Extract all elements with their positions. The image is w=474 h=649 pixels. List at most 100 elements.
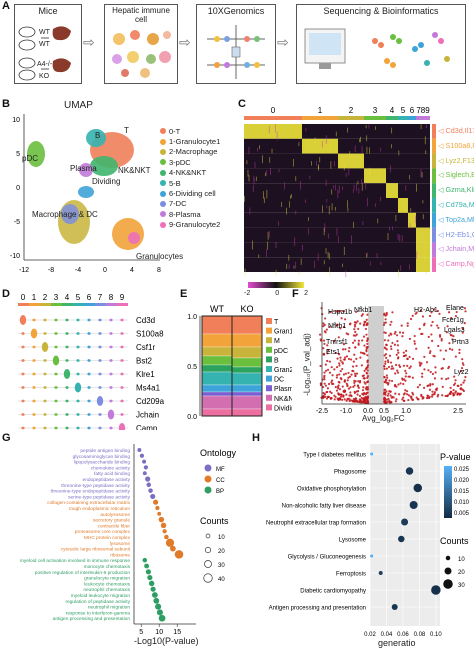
go-dot	[155, 505, 160, 511]
bar-legend-label: B	[274, 357, 279, 364]
heatmap-cell	[330, 161, 332, 169]
volcano-point	[410, 397, 413, 400]
bar-legend-label: NK&NKT	[274, 396, 292, 403]
umap-label-gran: Granulocytes	[136, 252, 184, 261]
bar-segment	[201, 355, 233, 366]
gene-name: Cd79a,Ms4a1	[445, 199, 474, 209]
volcano-point	[411, 314, 414, 317]
kegg-dot	[405, 467, 414, 475]
umap-x-tick: 8	[157, 267, 161, 274]
volcano-point	[418, 361, 421, 364]
bar-segment	[201, 391, 233, 397]
go-term-label: autolysosome	[100, 512, 130, 518]
go-dot	[164, 534, 169, 540]
volcano-point	[329, 390, 332, 393]
bar-segment	[231, 346, 263, 359]
violin-shape	[21, 413, 25, 416]
volcano-point	[353, 390, 356, 393]
volcano-point	[322, 339, 326, 342]
violin-shape	[52, 355, 60, 366]
volcano-point	[384, 321, 387, 324]
volcano-point	[347, 350, 351, 353]
kegg-dotplot: Type I diabetes mellitus Phagosome Oxidati…	[266, 444, 471, 638]
volcano-point	[459, 387, 462, 390]
heatmap-cluster-segment	[338, 116, 364, 120]
volcano-point	[340, 395, 343, 398]
heatmap-block	[398, 153, 408, 169]
heatmap-block	[338, 138, 364, 154]
mouse-icon	[18, 39, 36, 51]
heatmap-cell	[409, 174, 411, 180]
umap-legend-item: 9-Granulocyte2	[160, 220, 240, 230]
violin-shape	[87, 345, 91, 349]
volcano-point	[343, 318, 347, 321]
volcano-xlabel: Avg_log₂FC	[362, 414, 405, 423]
heatmap-cell	[342, 263, 344, 268]
heatmap-block	[364, 168, 386, 184]
violin-cluster-color	[84, 303, 95, 306]
volcano-point	[444, 349, 448, 352]
volcano-point	[363, 369, 366, 372]
heatmap-cell	[398, 269, 399, 278]
legend-label: 9-Granulocyte2	[169, 220, 221, 230]
heatmap-cell	[415, 215, 416, 224]
volcano-plot: -2.5 -1.0 0.0 0.5 1.0 2.5 Hspa1b Nfkb1 H2-Ab1 El…	[316, 302, 469, 415]
volcano-point	[441, 394, 444, 397]
heatmap-block	[364, 257, 386, 272]
volcano-point	[434, 366, 437, 369]
heatmap-gene-label: ◁ Camp,Ngp	[438, 257, 474, 272]
volcano-point	[366, 376, 369, 379]
volcano-point	[446, 325, 449, 328]
volcano-point	[330, 366, 333, 369]
volcano-point	[384, 401, 387, 404]
heatmap-cell	[409, 223, 411, 229]
volcano-point	[392, 396, 395, 399]
volcano-point	[387, 365, 391, 369]
volcano-point	[336, 357, 339, 360]
violin-cluster-label: 9	[120, 293, 125, 302]
volcano-point	[436, 309, 439, 313]
volcano-point	[402, 399, 405, 402]
heatmap-cell	[403, 198, 405, 207]
volcano-point	[395, 334, 399, 337]
volcano-point	[428, 388, 432, 391]
heatmap-cell	[389, 226, 390, 231]
heatmap-cell	[326, 205, 328, 209]
go-term-label: neutrophil chemotaxis	[83, 587, 130, 593]
volcano-point	[404, 389, 407, 392]
heatmap-cell	[263, 197, 265, 203]
violin-shape	[87, 426, 91, 430]
volcano-gene-label: Ets1	[326, 349, 340, 356]
volcano-point	[333, 398, 336, 401]
bar-category-label: KO	[240, 304, 253, 314]
go-ontology-label: MF	[216, 467, 225, 473]
volcano-point	[325, 397, 329, 400]
go-dot	[137, 448, 142, 452]
volcano-point	[383, 365, 386, 368]
volcano-point	[433, 377, 437, 380]
go-term-label: proteasome core complex	[75, 529, 131, 535]
heatmap-cell	[334, 184, 336, 191]
heatmap-cell	[271, 148, 273, 154]
go-count-dot	[204, 546, 212, 554]
volcano-point	[431, 320, 434, 324]
volcano-point	[366, 369, 369, 372]
volcano-point	[450, 316, 453, 320]
volcano-point	[366, 388, 369, 391]
volcano-point	[322, 325, 325, 328]
volcano-point	[393, 332, 396, 335]
heatmap-cluster-segment	[398, 116, 408, 120]
volcano-point	[333, 394, 336, 397]
mice-label-ko: KO	[39, 73, 50, 80]
volcano-point	[353, 339, 356, 342]
heatmap-gene-label: ◁ Gzma,Klre1	[438, 183, 474, 198]
cluster-granulocytes	[112, 218, 144, 250]
go-dot	[165, 538, 175, 547]
volcano-point	[408, 337, 411, 341]
workflow-10x-box: 10XGenomics	[196, 4, 276, 84]
volcano-point	[384, 362, 387, 365]
volcano-point	[366, 380, 369, 383]
heatmap-block	[302, 124, 338, 139]
volcano-point	[462, 363, 465, 367]
volcano-point	[341, 362, 344, 365]
